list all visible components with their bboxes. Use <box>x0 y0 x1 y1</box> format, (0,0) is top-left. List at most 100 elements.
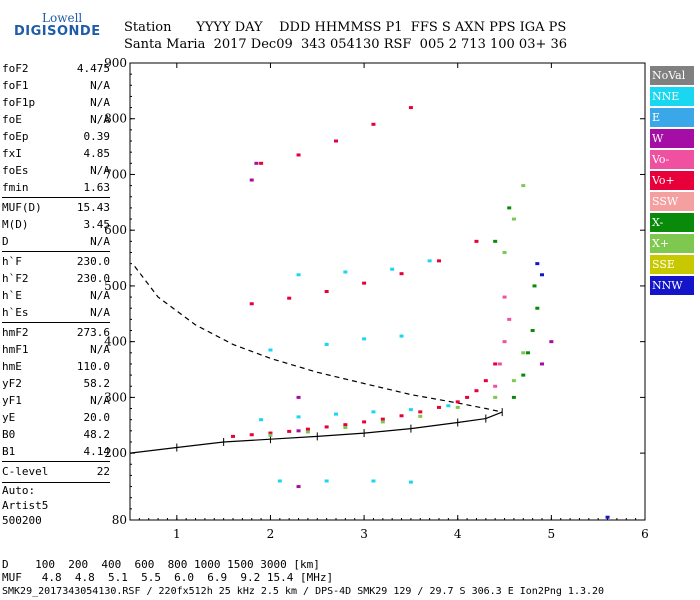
echo-point <box>521 351 526 355</box>
footer-muf-row: MUF 4.8 4.8 5.1 5.5 6.0 6.9 9.2 15.4 [MH… <box>2 571 334 584</box>
param-value: 230.0 <box>76 272 110 285</box>
param-value: 4.14 <box>83 445 111 458</box>
echo-point <box>287 296 292 300</box>
x-tick-label: 5 <box>548 527 556 541</box>
echo-point <box>296 415 301 419</box>
auto-version: 500200 <box>2 514 42 527</box>
plot-frame <box>129 62 646 521</box>
param-value: N/A <box>90 164 110 177</box>
x-tick-label: 1 <box>173 527 181 541</box>
logo-lowell: Lowell <box>42 11 83 25</box>
param-value: N/A <box>90 394 110 407</box>
legend-item: Vo+ <box>650 171 694 190</box>
legend-item: NoVal <box>650 66 694 85</box>
param-row: h`E N/A <box>2 287 110 304</box>
y-tick-label: 200 <box>104 446 127 460</box>
param-key: h`F2 <box>2 272 29 285</box>
param-separator <box>2 461 110 462</box>
echo-point <box>343 270 348 274</box>
param-key: B1 <box>2 445 16 458</box>
echo-point <box>521 373 526 377</box>
y-tick-label: 800 <box>104 112 127 126</box>
echo-point <box>249 433 254 437</box>
legend-item: X- <box>650 213 694 232</box>
echo-point <box>507 317 512 321</box>
echo-point <box>525 351 530 355</box>
echo-point <box>249 178 254 182</box>
param-row: C-level 22 <box>2 463 110 480</box>
param-key: hmF1 <box>2 343 29 356</box>
param-value: 0.39 <box>83 130 111 143</box>
param-separator <box>2 251 110 252</box>
param-separator <box>2 197 110 198</box>
echo-point <box>324 290 329 293</box>
logo-digisonde: DIGISONDE <box>14 24 101 39</box>
param-key: foE <box>2 113 22 126</box>
echo-point <box>493 384 498 388</box>
param-row: D N/A <box>2 233 110 250</box>
param-key: MUF(D) <box>2 201 42 214</box>
echo-point <box>418 414 423 418</box>
param-value: N/A <box>90 79 110 92</box>
echo-point <box>532 284 537 288</box>
auto-label: Auto: <box>2 484 36 497</box>
param-value: N/A <box>90 96 110 109</box>
legend-item: NNE <box>650 87 694 106</box>
echo-point <box>483 379 488 383</box>
legend-item: SSE <box>650 255 694 274</box>
echo-point <box>343 423 348 427</box>
param-row: yF1 N/A <box>2 392 110 409</box>
param-value: 3.45 <box>83 218 111 231</box>
echo-point <box>399 334 404 338</box>
echo-point <box>268 433 273 437</box>
param-row: fxI 4.85 <box>2 145 110 162</box>
echo-point <box>437 405 441 409</box>
echo-point <box>268 431 273 435</box>
echo-point <box>446 404 451 408</box>
echo-point <box>231 434 235 438</box>
auto-artist: Artist5 <box>2 499 49 512</box>
param-key: foF1 <box>2 79 29 92</box>
echo-point <box>427 259 432 263</box>
legend-item: X+ <box>650 234 694 253</box>
echo-point <box>277 479 282 483</box>
param-row: B0 48.2 <box>2 426 110 443</box>
param-key: B0 <box>2 428 16 441</box>
echo-point <box>371 479 376 483</box>
echo-point <box>399 272 404 276</box>
echo-point <box>502 250 507 254</box>
echo-point <box>399 414 404 418</box>
echo-point <box>549 340 554 344</box>
echo-point <box>296 485 301 489</box>
param-row: foF2 4.475 <box>2 60 110 77</box>
param-row: h`F 230.0 <box>2 253 110 270</box>
legend-item: Vo- <box>650 150 694 169</box>
echo-point <box>390 267 395 271</box>
echo-point <box>296 153 301 157</box>
param-value: N/A <box>90 306 110 319</box>
echo-point <box>530 329 535 333</box>
param-value: 20.0 <box>83 411 111 424</box>
param-key: yF2 <box>2 377 22 390</box>
echo-point <box>380 417 385 421</box>
echo-point <box>249 302 254 306</box>
echo-point <box>259 418 264 422</box>
parameter-list: foF2 4.475 foF1 N/A foF1p N/A foE N/A foEp 0.39 fx… <box>2 60 110 483</box>
legend-item: E <box>650 108 694 127</box>
param-key: h`Es <box>2 306 29 319</box>
echo-point <box>493 362 498 366</box>
echo-point <box>343 425 348 429</box>
header-values: Santa Maria 2017 Dec09 343 054130 RSF 00… <box>124 37 568 52</box>
param-value: N/A <box>90 235 110 248</box>
param-value: N/A <box>90 343 110 356</box>
x-tick-label: 2 <box>267 527 275 541</box>
param-value: 58.2 <box>83 377 111 390</box>
param-row: hmF2 273.6 <box>2 324 110 341</box>
echo-point <box>511 379 516 383</box>
y-tick-label: 80 <box>112 513 127 527</box>
y-tick-label: 600 <box>104 223 127 237</box>
param-key: yE <box>2 411 16 424</box>
legend: NoVal NNE E W Vo- Vo+ SSW X- X+ SSE NNW <box>650 66 694 297</box>
echo-point <box>371 122 376 126</box>
